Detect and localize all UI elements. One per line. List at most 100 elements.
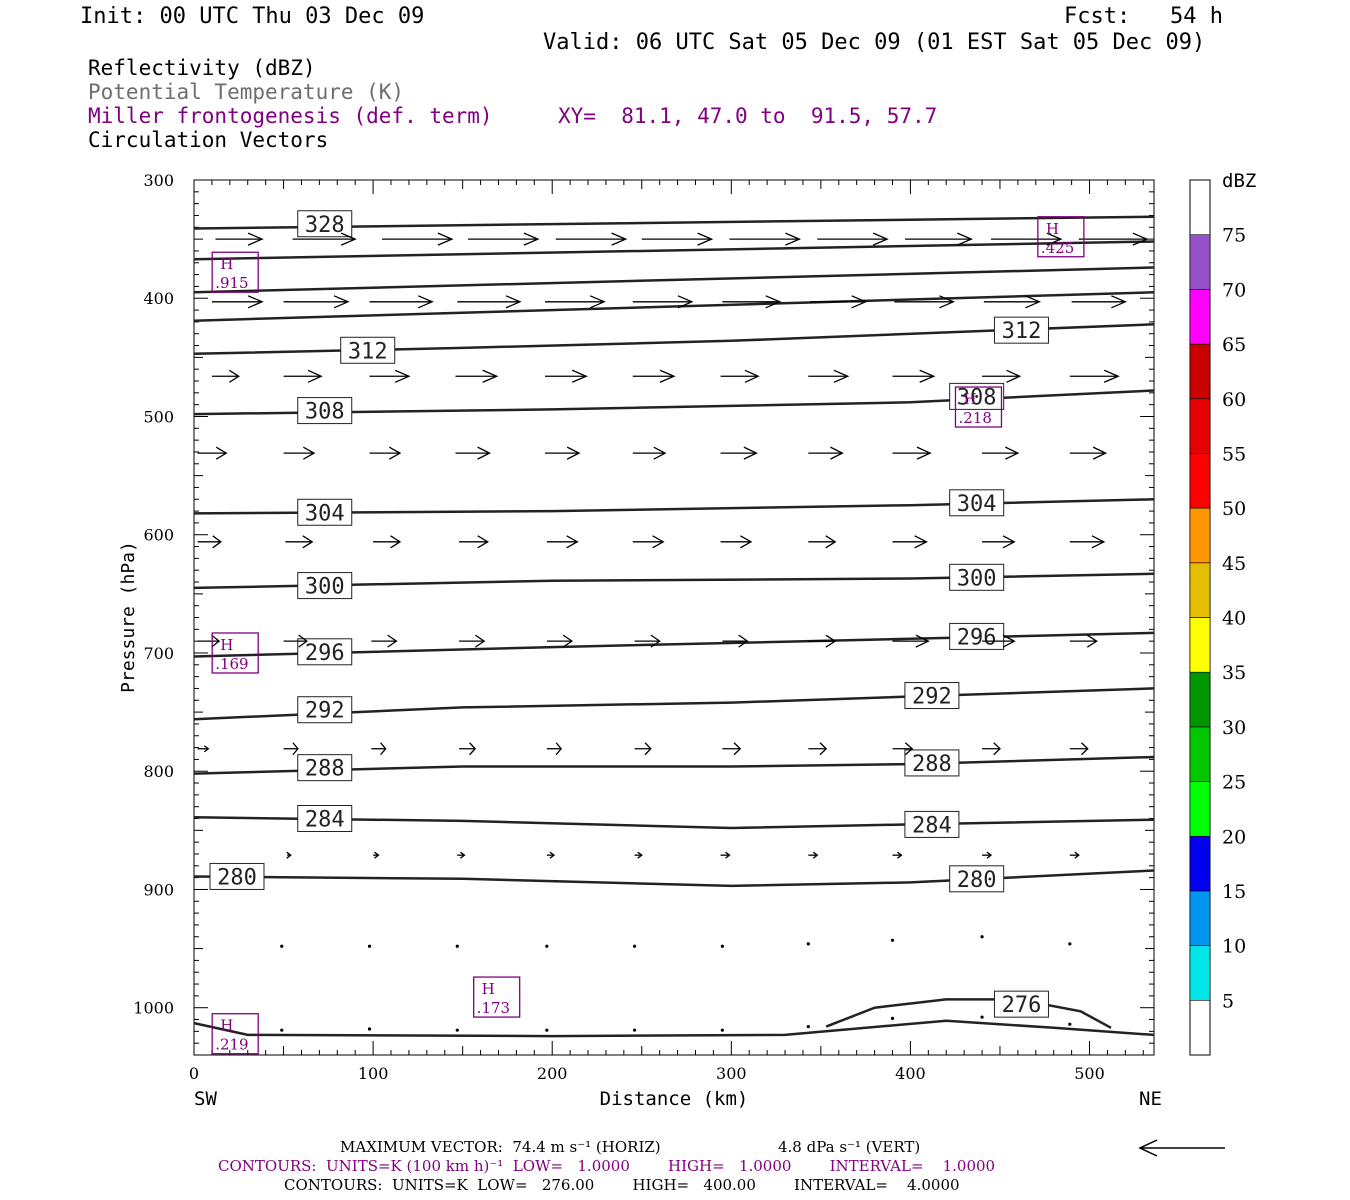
isentrope-label-box [340,336,396,364]
circulation-vector-head [993,742,1001,756]
circulation-vector-dot [545,1028,549,1032]
fronto-max-box [211,632,259,674]
fronto-max-value: .218 [958,409,991,427]
isentrope-label: 280 [217,865,257,890]
circulation-vector-head [298,634,308,648]
colorbar-level-label: 25 [1222,772,1246,794]
isentrope-label: 308 [957,385,997,410]
circulation-vector-head [650,634,661,648]
circulation-vector-head [611,232,628,246]
x-tick-label: 100 [358,1064,389,1083]
isentrope-label: 296 [957,625,997,650]
circulation-vector-head [1092,446,1108,460]
colorbar-level-label: 15 [1222,881,1246,903]
circulation-vector-head [919,369,936,383]
isentrope-contours: 328 312 312 308 308 304 304 300 300 296 296 292 292 2… [193,210,1155,1038]
y-tick-label: 600 [143,526,174,545]
legend-potential-temperature: Potential Temperature (K) [88,80,405,104]
colorbar-swatch [1189,671,1211,728]
circulation-vector-dot [890,938,895,942]
circulation-vector-head [562,634,574,648]
y-tick-label: 800 [143,762,174,781]
colorbar-level-label: 50 [1222,498,1246,520]
x-tick-label: 0 [189,1064,199,1083]
x-tick-label: 500 [1074,1064,1105,1083]
circulation-vector-head [475,634,486,648]
y-tick-label: 900 [143,880,174,899]
circulation-vector-head [477,535,489,549]
circulation-vector-head [744,369,760,383]
circulation-vector-head [833,369,850,383]
isentrope-label-box [297,638,353,666]
circulation-vector-head [825,535,837,549]
circulation-vector-dot [280,1028,284,1032]
isentrope-label-box [209,862,265,890]
circulation-vector-head [1103,369,1120,383]
fronto-max-label: H [220,255,233,273]
colorbar-level-label: 60 [1222,389,1246,411]
valid-time: Valid: 06 UTC Sat 05 Dec 09 (01 EST Sat … [543,30,1206,55]
circulation-vector-head [653,446,667,460]
colorbar-swatch [1189,890,1211,946]
circulation-vector-head [677,295,694,309]
colorbar-swatch [1189,617,1211,673]
fronto-max-box [954,386,1003,428]
isentrope-label: 308 [305,400,345,425]
x-axis-label: Distance (km) [600,1088,749,1110]
circulation-vector-dot [632,1028,637,1032]
y-tick-label: 700 [143,644,174,663]
circulation-vector-head [566,446,581,460]
colorbar-unit: dBZ [1222,170,1256,192]
isentrope-label: 292 [912,685,952,710]
isentrope-label: 284 [912,813,952,838]
x-tick-label: 400 [895,1064,926,1083]
circulation-vector-head [725,851,731,859]
fronto-max-box [473,976,521,1018]
circulation-vector-head [211,634,221,648]
legend-cross-section-endpoints: XY= 81.1, 47.0 to 91.5, 57.7 [558,104,938,128]
circulation-vector-dot [720,944,724,948]
isentrope-label-box [949,382,1005,410]
isentrope-line-284 [193,816,1155,830]
circulation-vector-head [247,295,264,309]
circulation-vector-head [286,851,292,859]
circulation-vector-head [549,851,556,859]
circulation-vector-head [733,742,742,756]
contours-theta-info: CONTOURS: UNITS=K LOW= 276.00 HIGH= 400.… [284,1176,960,1194]
circulation-vector-head [939,295,956,309]
fronto-max-box [1037,216,1085,258]
x-end-label-right: NE [1139,1088,1162,1110]
plot-frame [193,179,1155,1056]
fronto-max-label: H [482,980,495,998]
circulation-vector-head [738,634,749,648]
isentrope-label-box [993,316,1049,344]
circulation-vector-head [659,369,676,383]
circulation-vector-head [914,535,928,549]
circulation-vector-dot [632,944,637,948]
circulation-vector-head [825,634,837,648]
circulation-vector-head [916,446,932,460]
y-tick-label: 500 [143,407,174,426]
maximum-vector-vert: 4.8 dPa s⁻¹ (VERT) [778,1138,921,1156]
colorbar-swatch [1189,453,1211,509]
colorbar-swatch [1189,726,1211,782]
legend-reflectivity: Reflectivity (dBZ) [88,56,316,80]
circulation-vector-head [380,742,387,756]
circulation-vector-head [482,369,499,383]
circulation-vector-head [374,851,380,859]
isentrope-label-box [297,210,353,238]
isentrope-label: 328 [305,213,345,238]
circulation-vector-dot [980,935,984,939]
colorbar-level-label: 65 [1222,334,1246,356]
circulation-vector-head [765,295,782,309]
colorbar-level-label: 75 [1222,225,1246,247]
circulation-vector-head [957,232,973,246]
axis-ticks [193,179,1154,1056]
circulation-vector-head [523,232,540,246]
circulation-vector-dot [1068,1022,1072,1026]
isentrope-label-box [297,696,353,724]
y-tick-label: 400 [143,289,174,308]
isentrope-line-328 [193,215,1155,230]
circulation-vector-head [1111,295,1127,309]
fronto-max-box [211,251,259,293]
